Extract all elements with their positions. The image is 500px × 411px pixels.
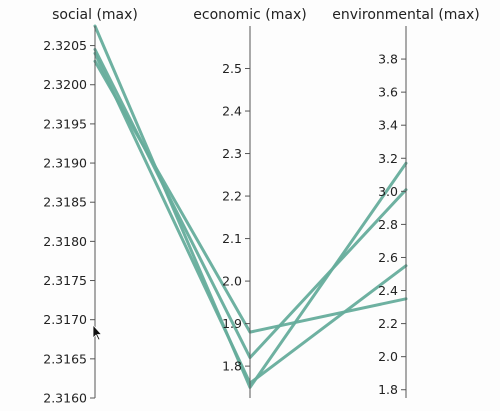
axis-social: social (max) 2.3160 2.3165 2.3170 2.3175 2.31… (43, 7, 138, 406)
tick-label: 2.0 (378, 349, 398, 364)
tick-label: 3.0 (378, 184, 398, 199)
tick-label: 2.2 (222, 189, 242, 204)
tick-label: 2.3165 (43, 351, 87, 366)
tick-label: 2.6 (378, 250, 398, 265)
axis-title-social: social (max) (52, 7, 138, 23)
tick-label: 2.3180 (43, 234, 87, 249)
tick-label: 2.8 (378, 217, 398, 232)
tick-label: 2.4 (222, 104, 242, 119)
tick-label: 2.5 (222, 61, 242, 76)
tick-label: 3.2 (378, 151, 398, 166)
tick-label: 2.3160 (43, 391, 87, 406)
tick-label: 2.0 (222, 274, 242, 289)
axes: social (max)2.31602.31652.31702.31752.31… (43, 7, 480, 406)
tick-label: 2.3205 (43, 38, 87, 53)
axis-economic: economic (max) 1.8 1.9 2.0 2.1 2.2 2.3 2.4 2.5 (193, 7, 307, 398)
tick-label: 2.3 (222, 146, 242, 161)
axis-environmental: environmental (max) 1.8 2.0 2.2 2.4 2.6 2.8 3.0… (332, 7, 480, 398)
tick-label: 2.3170 (43, 312, 87, 327)
tick-label: 3.8 (378, 52, 398, 67)
tick-label: 2.3175 (43, 273, 87, 288)
tick-label: 2.3195 (43, 116, 87, 131)
tick-label: 2.3200 (43, 77, 87, 92)
tick-label: 1.8 (378, 382, 398, 397)
tick-label: 3.6 (378, 85, 398, 100)
tick-label: 1.8 (222, 359, 242, 374)
tick-label: 2.2 (378, 316, 398, 331)
tick-label: 2.3190 (43, 156, 87, 171)
tick-label: 2.1 (222, 231, 242, 246)
tick-label: 3.4 (378, 118, 398, 133)
mouse-cursor-icon (92, 323, 103, 341)
tick-label: 1.9 (222, 316, 242, 331)
tick-label: 2.4 (378, 283, 398, 298)
tick-label: 2.3185 (43, 195, 87, 210)
axis-title-environmental: environmental (max) (332, 7, 480, 23)
axis-title-economic: economic (max) (193, 7, 306, 23)
